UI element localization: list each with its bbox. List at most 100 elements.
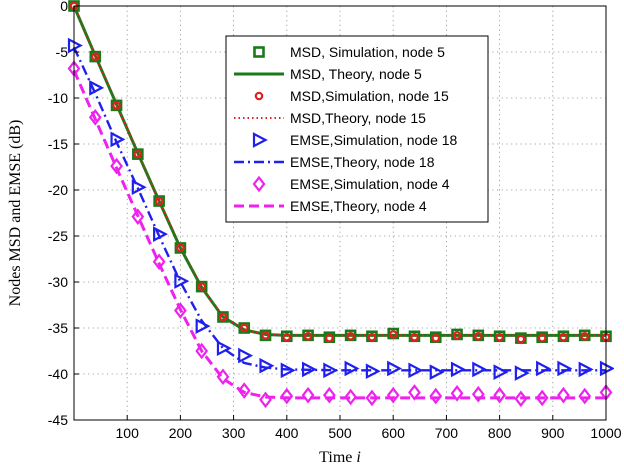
data-point	[237, 382, 251, 399]
data-point	[557, 386, 570, 404]
data-point	[301, 386, 315, 404]
legend-marker	[252, 132, 268, 148]
legend: MSD, Simulation, node 5 MSD, Theory, node…	[225, 35, 489, 223]
legend-entry: MSD, Simulation, node 5	[253, 44, 445, 60]
data-point	[110, 131, 126, 148]
data-point	[153, 226, 168, 242]
data-point	[535, 389, 549, 407]
legend-entry: EMSE,Simulation, node 18	[252, 132, 458, 148]
data-point	[493, 364, 509, 380]
data-point	[239, 323, 249, 333]
data-point	[365, 389, 379, 407]
data-point	[218, 312, 228, 322]
data-point	[367, 332, 377, 342]
y-tick-label: -45	[48, 412, 68, 428]
series-layer	[67, 0, 614, 409]
data-point	[408, 384, 421, 401]
data-point	[559, 332, 568, 342]
series-line	[72, 69, 606, 400]
data-point	[110, 99, 123, 112]
data-point	[514, 390, 528, 408]
data-point	[174, 273, 190, 289]
data-point	[110, 157, 123, 175]
data-point	[216, 368, 230, 386]
data-point	[578, 387, 592, 405]
legend-entry: EMSE,Simulation, node 4	[252, 175, 450, 193]
y-tick-label: -15	[48, 136, 68, 152]
x-tick-label: 600	[382, 425, 406, 441]
data-point	[452, 331, 462, 340]
data-point	[516, 334, 526, 344]
series-emse-simulation-node-4	[67, 60, 613, 409]
data-point	[323, 362, 339, 379]
legend-label: EMSE,Theory, node 18	[290, 154, 435, 170]
data-point	[282, 332, 292, 342]
legend-entry: EMSE,Theory, node 18	[234, 154, 435, 170]
legend-marker	[252, 175, 266, 193]
data-point	[238, 347, 254, 364]
ticks: 100 200 300 400 500 600 700 800 900 1000 0 -5 -10 -15…	[48, 0, 622, 441]
x-tick-label: 700	[435, 425, 459, 441]
data-point	[90, 52, 100, 61]
data-point	[195, 280, 208, 293]
data-point	[259, 391, 272, 409]
legend-label: MSD, Theory, node 5	[290, 66, 422, 82]
legend-marker	[254, 91, 264, 101]
data-point	[133, 149, 143, 159]
data-point	[89, 50, 102, 63]
data-point	[450, 385, 464, 402]
y-tick-label: -30	[48, 274, 68, 290]
y-tick-label: -10	[48, 90, 68, 106]
x-tick-label: 300	[222, 425, 246, 441]
data-point	[132, 148, 144, 160]
data-point	[152, 253, 166, 271]
y-tick-label: -25	[48, 228, 68, 244]
data-point	[259, 329, 272, 342]
data-point	[495, 332, 504, 342]
data-point	[301, 361, 317, 378]
series-line	[73, 5, 606, 337]
data-point	[154, 196, 164, 206]
data-point	[195, 318, 211, 334]
legend-box	[225, 35, 489, 223]
legend-label: EMSE,Simulation, node 4	[290, 176, 450, 192]
data-point	[261, 331, 270, 340]
legend-entry: MSD, Theory, node 5	[234, 66, 422, 82]
x-tick-label: 900	[541, 425, 565, 441]
data-point	[176, 243, 185, 253]
y-tick-label: -40	[48, 366, 68, 382]
data-point	[536, 360, 552, 377]
series-msd-simulation-node-15	[69, 1, 611, 344]
data-point	[238, 322, 251, 334]
data-point	[471, 385, 485, 403]
legend-entry: MSD,Simulation, node 15	[254, 88, 449, 104]
data-point	[410, 332, 419, 342]
data-point	[474, 331, 483, 341]
data-point	[88, 109, 102, 126]
data-point	[493, 386, 506, 404]
data-point	[472, 361, 488, 378]
data-point	[112, 101, 121, 110]
data-point	[344, 360, 360, 377]
x-axis-label-var: i	[356, 449, 360, 466]
data-point	[216, 340, 232, 357]
legend-label: MSD,Theory, node 15	[290, 110, 426, 126]
data-point	[174, 302, 187, 319]
data-point	[303, 331, 313, 341]
data-point	[365, 363, 381, 380]
data-point	[280, 362, 296, 379]
legend-label: MSD, Simulation, node 5	[290, 44, 445, 60]
data-point	[325, 333, 334, 343]
data-point	[197, 282, 206, 291]
data-point	[386, 386, 400, 404]
y-tick-label: -20	[48, 182, 68, 198]
data-point	[429, 364, 445, 380]
x-axis-label: Time i	[319, 449, 361, 466]
data-point	[89, 80, 105, 96]
data-point	[429, 387, 443, 405]
x-tick-label: 1000	[590, 425, 621, 441]
x-tick-label: 800	[488, 425, 512, 441]
data-point	[322, 386, 336, 404]
data-point	[431, 333, 441, 343]
